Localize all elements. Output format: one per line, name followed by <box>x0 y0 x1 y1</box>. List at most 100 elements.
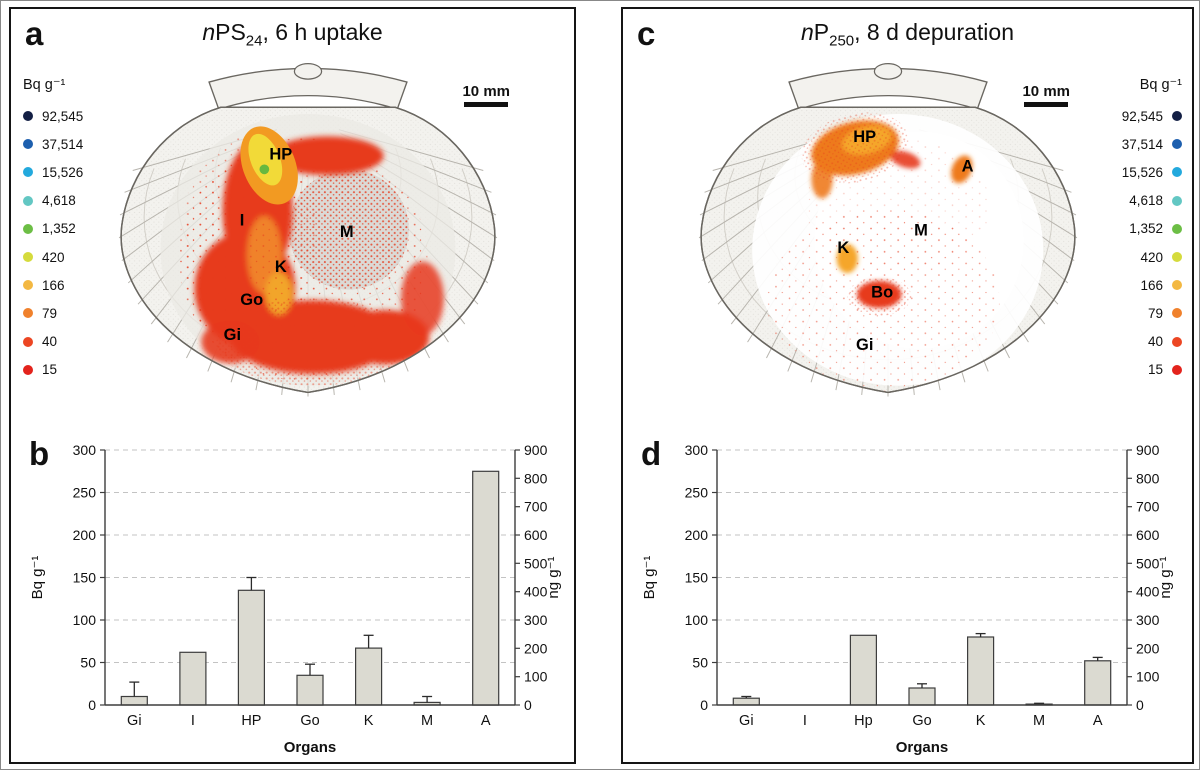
y-tick-right: 400 <box>1136 584 1160 600</box>
legend-value: 79 <box>1147 305 1163 321</box>
x-tick-label: I <box>803 713 807 729</box>
scallop-hinge <box>788 67 988 111</box>
legend-color-dot <box>23 364 33 375</box>
legend-value: 15 <box>42 362 58 378</box>
legend-title: Bq g⁻¹ <box>1139 77 1182 93</box>
title-c-main: P <box>813 19 830 45</box>
x-tick-label: A <box>481 713 491 729</box>
organ-label-A: A <box>962 157 974 175</box>
y-tick-right: 300 <box>1136 612 1160 628</box>
legend-color-dot <box>23 139 33 150</box>
legend-item: 4,618 <box>1086 187 1182 215</box>
bar-K <box>355 647 383 706</box>
y-tick-right: 800 <box>1136 470 1160 486</box>
x-tick-label: Go <box>912 713 931 729</box>
panel-letter-b: b <box>29 435 50 472</box>
y-tick-right: 600 <box>524 527 548 543</box>
legend-color-dot <box>1172 139 1182 150</box>
legend-color-dot <box>1172 280 1182 291</box>
green-activity-spot <box>259 164 270 175</box>
x-tick-label: HP <box>241 713 261 729</box>
shell-outline-top <box>700 106 1076 394</box>
organ-label-HP: HP <box>853 128 876 146</box>
hepatopancreas-hotspot <box>240 126 298 205</box>
legend-value: 1,352 <box>1129 221 1163 237</box>
organ-label-I: I <box>240 212 245 230</box>
legend-item: 4,618 <box>23 187 119 215</box>
bar-Go <box>296 674 324 706</box>
bar-A <box>472 470 500 706</box>
x-axis-title: Organs <box>896 739 949 756</box>
legend-item: 420 <box>1086 243 1182 271</box>
y-tick-left: 150 <box>73 570 97 586</box>
y-tick-left: 0 <box>88 697 96 713</box>
organ-label-HP: HP <box>269 146 292 164</box>
y-tick-right: 0 <box>1136 697 1144 713</box>
panel-title-a: nPS24, 6 h uptake <box>11 19 574 50</box>
scale-bar-a: 10 mm <box>462 83 510 107</box>
legend-item: 1,352 <box>23 215 119 243</box>
x-tick-label: K <box>976 713 986 729</box>
y-tick-left: 0 <box>700 697 708 713</box>
legend-item: 166 <box>23 271 119 299</box>
y-axis-title-right: ng g⁻¹ <box>545 556 562 598</box>
legend-color-dot <box>23 252 33 263</box>
title-c-rest: , 8 d depuration <box>854 19 1014 45</box>
y-tick-left: 300 <box>685 442 709 458</box>
y-tick-left: 150 <box>685 570 709 586</box>
legend-item: 79 <box>23 299 119 327</box>
legend-value: 166 <box>1140 277 1163 293</box>
y-tick-right: 600 <box>1136 527 1160 543</box>
x-axis-title: Organs <box>284 739 337 756</box>
y-tick-left: 50 <box>692 655 708 671</box>
legend-value: 40 <box>42 334 58 350</box>
legend-value: 166 <box>42 277 65 293</box>
legend-value: 92,545 <box>42 108 84 124</box>
bar-Gi <box>732 697 760 706</box>
legend-value: 15,526 <box>1121 164 1163 180</box>
panel-c-d: c nP250, 8 d depuration Bq g⁻¹ 92,545 37,5… <box>621 7 1194 764</box>
y-tick-right: 200 <box>1136 640 1160 656</box>
shell-outline-top <box>120 106 496 394</box>
radioactivity-overlay-c <box>752 112 1044 393</box>
organ-label-M: M <box>340 223 354 241</box>
organ-label-Bo: Bo <box>871 283 893 301</box>
organ-label-K: K <box>837 239 849 257</box>
legend-item: 15 <box>23 356 119 384</box>
y-tick-left: 250 <box>685 485 709 501</box>
organ-label-Gi: Gi <box>224 326 241 344</box>
x-tick-label: A <box>1093 713 1103 729</box>
y-tick-right: 100 <box>524 669 548 685</box>
organ-label-Gi: Gi <box>856 336 873 354</box>
legend-color-dot <box>23 111 33 122</box>
legend-item: 92,545 <box>23 102 119 130</box>
legend-value: 79 <box>42 305 58 321</box>
y-tick-left: 50 <box>80 655 96 671</box>
bar-chart-d: Gi I Hp Go K M A 0 50 100 150 200 250 300 0 100 200 300 40… <box>641 442 1174 756</box>
y-tick-right: 900 <box>524 442 548 458</box>
activity-legend-c: Bq g⁻¹ 92,545 37,514 15,526 4,618 1,352 420 166… <box>1086 77 1182 384</box>
y-tick-left: 300 <box>73 442 97 458</box>
organ-label-K: K <box>275 258 287 276</box>
y-tick-right: 300 <box>524 612 548 628</box>
legend-item: 1,352 <box>1086 215 1182 243</box>
title-c-sub: 250 <box>829 32 855 50</box>
y-tick-left: 250 <box>73 485 97 501</box>
y-tick-right: 800 <box>524 470 548 486</box>
y-tick-right: 200 <box>524 640 548 656</box>
legend-color-dot <box>1172 336 1182 347</box>
y-tick-right: 400 <box>524 584 548 600</box>
scallop-hinge <box>208 67 408 111</box>
legend-value: 15 <box>1147 362 1163 378</box>
legend-item: 166 <box>1086 271 1182 299</box>
x-tick-label: M <box>421 713 433 729</box>
bar-A <box>1084 660 1112 706</box>
bar-Gi <box>120 695 148 706</box>
x-tick-label: I <box>191 713 195 729</box>
x-tick-label: M <box>1033 713 1045 729</box>
title-a-sub: 24 <box>245 32 263 50</box>
scallop-umbo <box>293 62 323 80</box>
legend-color-dot <box>1172 167 1182 178</box>
legend-color-dot <box>23 308 33 319</box>
